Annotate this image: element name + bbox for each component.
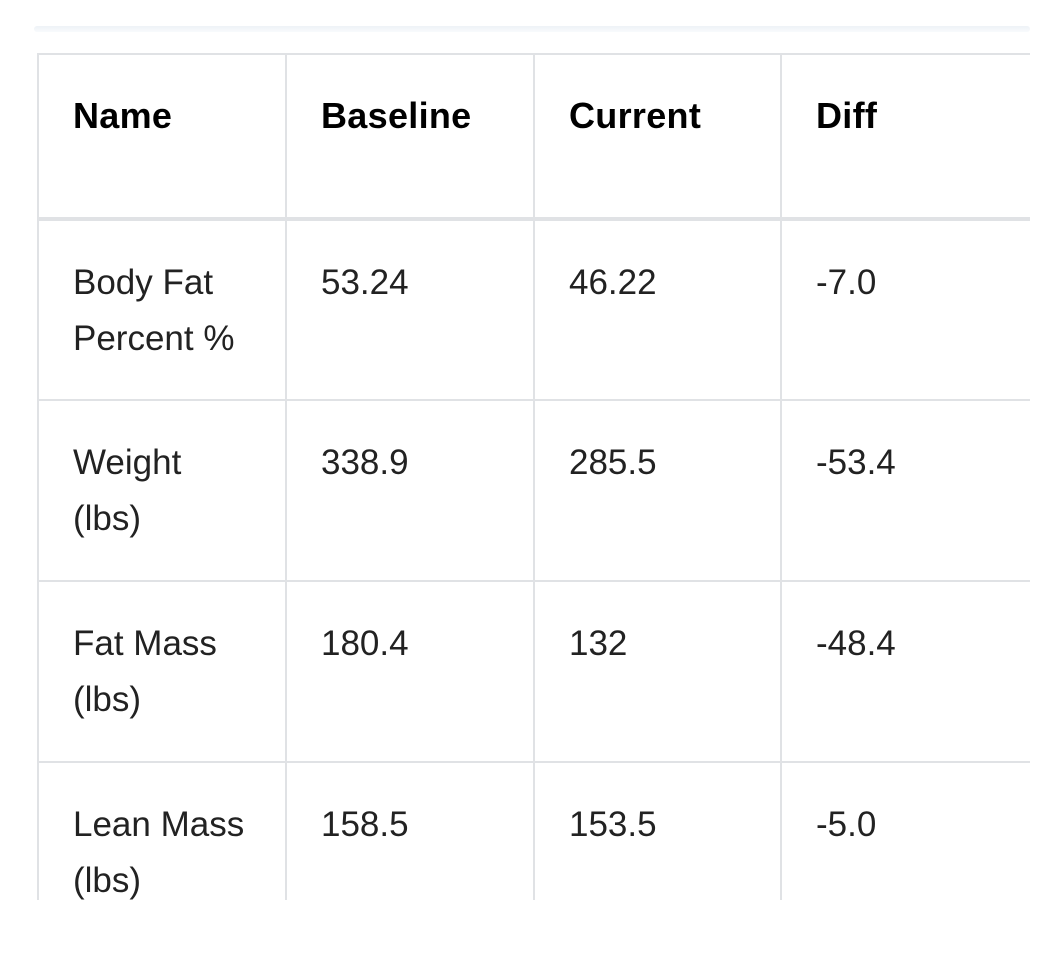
column-header-name: Name: [37, 53, 287, 221]
cell-name: Fat Mass (lbs): [37, 580, 287, 763]
table-row: Weight (lbs) 338.9 285.5 -53.4: [37, 399, 1030, 582]
cell-current: 46.22: [533, 218, 782, 401]
table-row: Body Fat Percent % 53.24 46.22 -7.0: [37, 218, 1030, 401]
cell-name: Lean Mass (lbs): [37, 761, 287, 900]
table-header-row: Name Baseline Current Diff: [37, 53, 1030, 221]
cell-current: 285.5: [533, 399, 782, 582]
cell-diff: -7.0: [780, 218, 1030, 401]
table-row: Lean Mass (lbs) 158.5 153.5 -5.0: [37, 761, 1030, 900]
cell-current: 132: [533, 580, 782, 763]
table-container[interactable]: Name Baseline Current Diff Body Fat Perc…: [37, 53, 1030, 900]
cell-current: 153.5: [533, 761, 782, 900]
column-header-current: Current: [533, 53, 782, 221]
cell-baseline: 338.9: [285, 399, 535, 582]
cell-name: Weight (lbs): [37, 399, 287, 582]
body-composition-table: Name Baseline Current Diff Body Fat Perc…: [37, 53, 1030, 900]
cell-diff: -53.4: [780, 399, 1030, 582]
top-divider: [34, 26, 1030, 32]
cell-baseline: 180.4: [285, 580, 535, 763]
cell-name: Body Fat Percent %: [37, 218, 287, 401]
cell-diff: -48.4: [780, 580, 1030, 763]
cell-baseline: 158.5: [285, 761, 535, 900]
column-header-diff: Diff: [780, 53, 1030, 221]
column-header-baseline: Baseline: [285, 53, 535, 221]
cell-diff: -5.0: [780, 761, 1030, 900]
cell-baseline: 53.24: [285, 218, 535, 401]
table-row: Fat Mass (lbs) 180.4 132 -48.4: [37, 580, 1030, 763]
